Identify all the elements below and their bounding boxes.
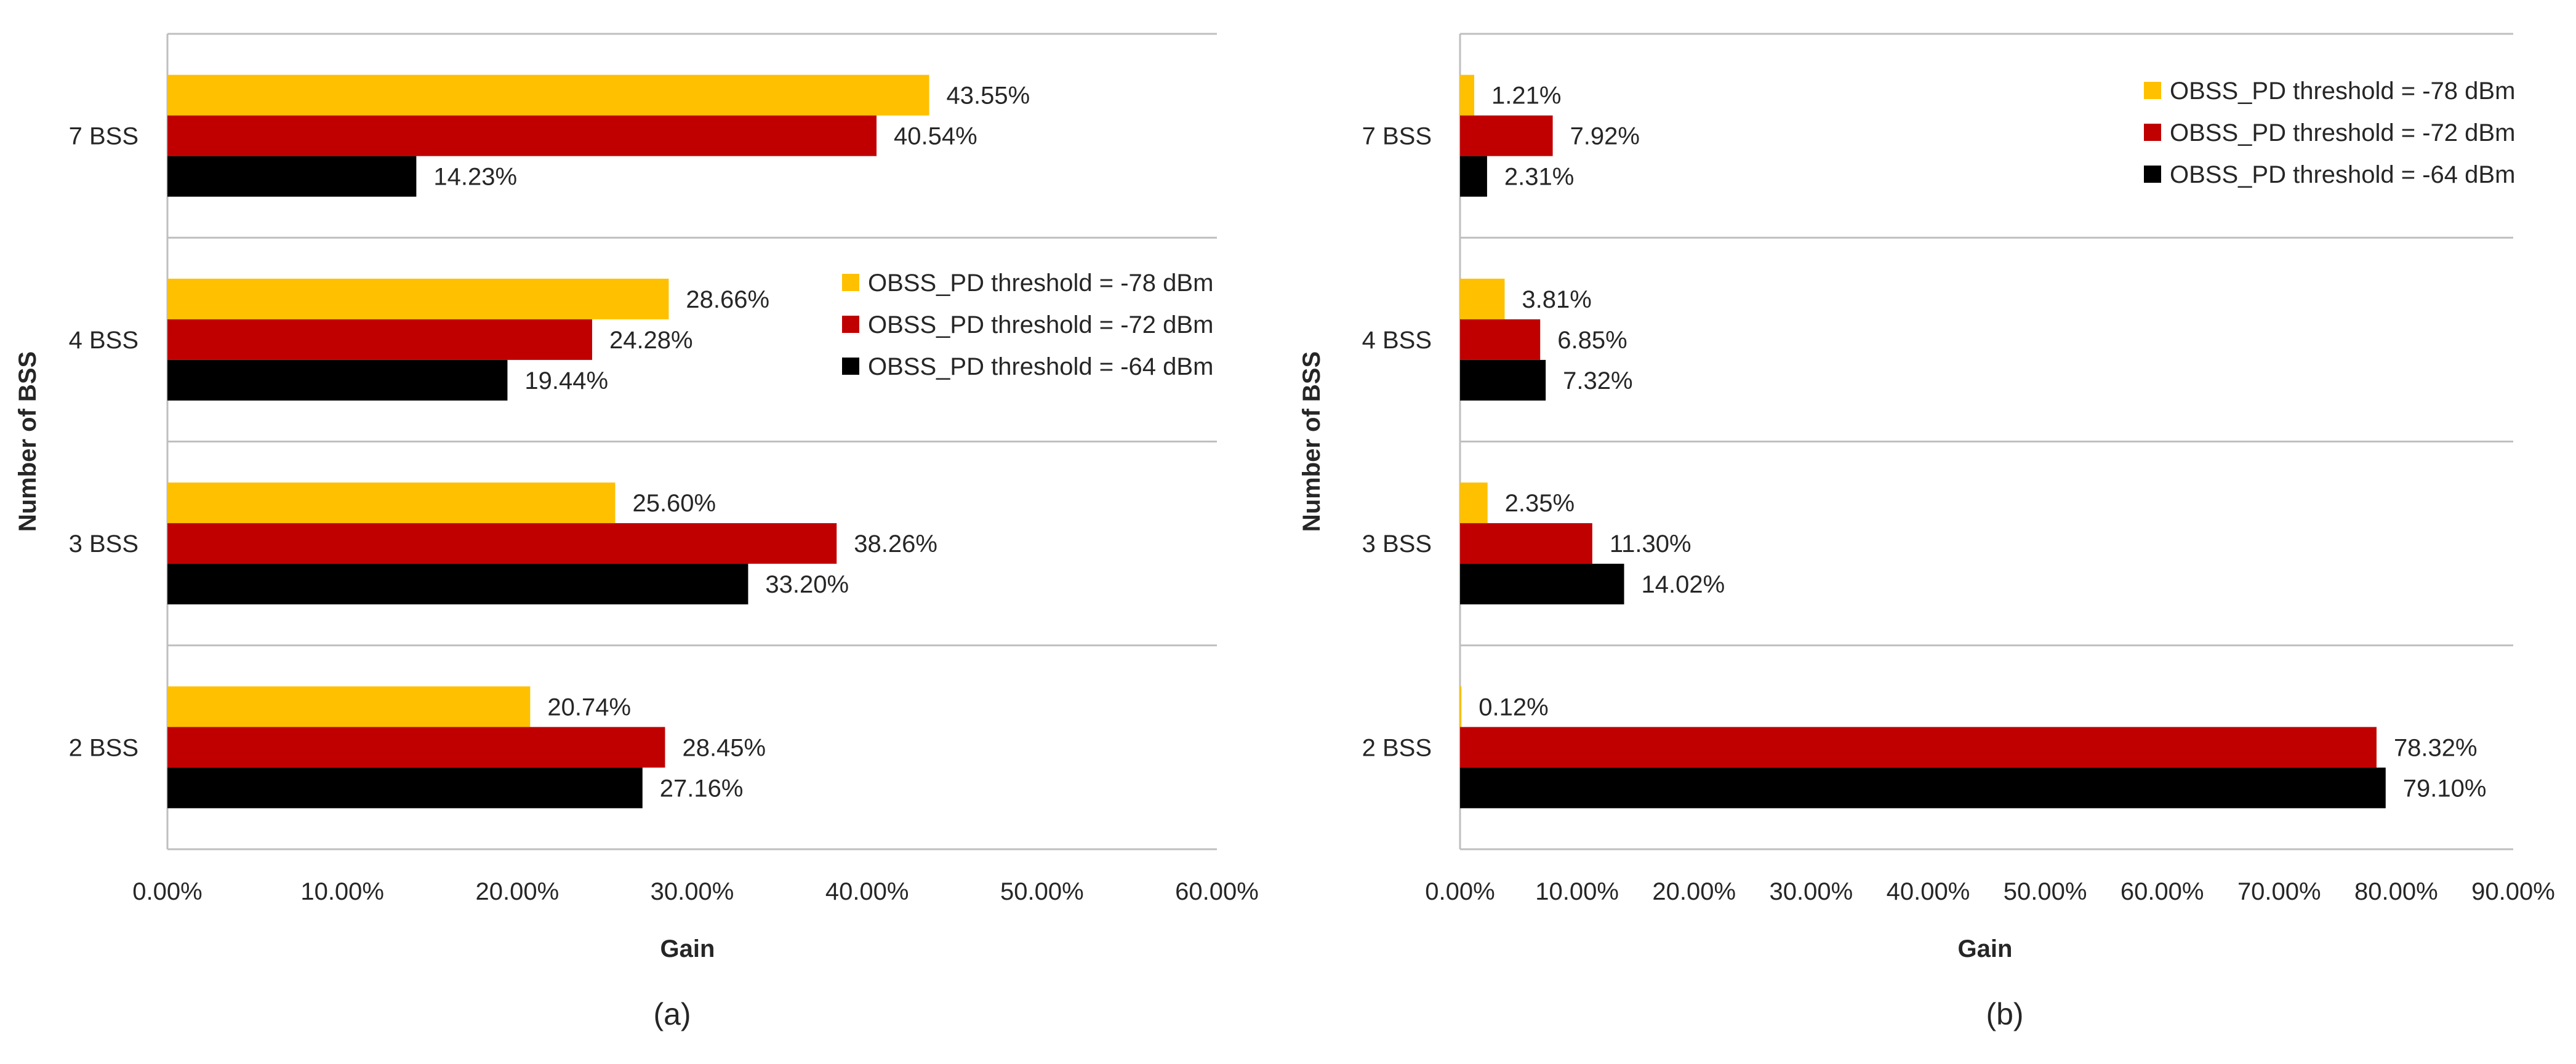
bar (167, 115, 877, 156)
legend-label: OBSS_PD threshold = -72 dBm (868, 311, 1213, 338)
data-label: 7.92% (1570, 123, 1640, 150)
category-label: 3 BSS (69, 530, 138, 558)
x-axis-title: Gain (1958, 935, 2013, 962)
data-label: 33.20% (765, 571, 849, 598)
data-label: 28.66% (686, 286, 769, 313)
data-label: 6.85% (1557, 327, 1627, 354)
panel-b-chart: 0.00% 10.00% 20.00% 30.00% 40.00% 50.00% 60.00… (1298, 33, 2555, 1031)
panel-label: (a) (653, 997, 691, 1031)
category-label: 4 BSS (1362, 327, 1432, 354)
legend-label: OBSS_PD threshold = -64 dBm (868, 353, 1213, 380)
category-label: 7 BSS (69, 123, 138, 150)
data-label: 28.45% (682, 734, 766, 761)
legend: OBSS_PD threshold = -78 dBm OBSS_PD thres… (2144, 78, 2515, 188)
legend-label: OBSS_PD threshold = -78 dBm (868, 270, 1213, 297)
x-tick-label: 60.00% (2121, 878, 2204, 905)
bar (167, 727, 665, 768)
bar (1460, 74, 1475, 116)
legend-swatch (842, 358, 859, 375)
legend-label: OBSS_PD threshold = -64 dBm (2170, 161, 2515, 188)
legend-swatch (2144, 82, 2161, 99)
category-label: 2 BSS (69, 734, 138, 761)
panel-label: (b) (1986, 997, 2023, 1031)
panel-a-chart: 0.00% 10.00% 20.00% 30.00% 40.00% 50.00% 60.00… (14, 33, 1259, 1031)
bar (1460, 156, 1487, 197)
bar (167, 359, 508, 401)
bar (1460, 278, 1505, 319)
legend-swatch (2144, 124, 2161, 141)
category-label: 3 BSS (1362, 530, 1432, 558)
x-tick-label: 40.00% (825, 878, 909, 905)
bar (167, 564, 748, 605)
data-label: 7.32% (1563, 367, 1632, 394)
legend-swatch (842, 274, 859, 291)
bar (1460, 767, 2386, 809)
x-tick-label: 30.00% (1769, 878, 1853, 905)
x-tick-label: 10.00% (1535, 878, 1619, 905)
x-tick-label: 10.00% (300, 878, 384, 905)
bar (1460, 727, 2377, 768)
data-label: 19.44% (524, 367, 608, 394)
category-label: 2 BSS (1362, 734, 1432, 761)
bar (167, 686, 531, 727)
y-axis-title: Number of BSS (1298, 351, 1325, 532)
bar (167, 156, 417, 197)
y-axis-title: Number of BSS (14, 351, 41, 532)
data-label: 24.28% (609, 327, 693, 354)
data-label: 78.32% (2394, 734, 2478, 761)
bar (167, 74, 929, 116)
x-tick-label: 60.00% (1175, 878, 1259, 905)
x-tick-label: 80.00% (2354, 878, 2438, 905)
legend-label: OBSS_PD threshold = -72 dBm (2170, 119, 2515, 146)
legend: OBSS_PD threshold = -78 dBm OBSS_PD thres… (842, 270, 1213, 380)
data-label: 2.35% (1505, 490, 1575, 517)
data-label: 27.16% (660, 775, 744, 802)
bar (1460, 359, 1546, 401)
x-tick-label: 20.00% (1652, 878, 1736, 905)
bar (167, 482, 616, 524)
x-tick-label: 50.00% (1000, 878, 1084, 905)
x-tick-label: 50.00% (2004, 878, 2087, 905)
bar (1460, 319, 1541, 360)
category-label: 7 BSS (1362, 123, 1432, 150)
bar (167, 319, 592, 360)
bar (1460, 115, 1553, 156)
data-label: 14.02% (1642, 571, 1725, 598)
bar (167, 767, 643, 809)
bar (1460, 482, 1488, 524)
bar (167, 523, 837, 564)
data-label: 0.12% (1479, 694, 1548, 721)
x-tick-label: 30.00% (651, 878, 734, 905)
x-axis-title: Gain (660, 935, 715, 962)
x-tick-label: 40.00% (1887, 878, 1970, 905)
x-tick-label: 20.00% (475, 878, 559, 905)
data-label: 38.26% (854, 530, 937, 558)
x-tick-label: 0.00% (1425, 878, 1495, 905)
data-label: 1.21% (1491, 82, 1561, 110)
x-tick-label: 90.00% (2471, 878, 2555, 905)
bar (167, 278, 669, 319)
x-tick-label: 0.00% (132, 878, 202, 905)
legend-label: OBSS_PD threshold = -78 dBm (2170, 78, 2515, 105)
data-label: 11.30% (1610, 530, 1691, 558)
data-label: 40.54% (894, 123, 977, 150)
bar (1460, 686, 1462, 727)
bar (1460, 523, 1592, 564)
data-label: 79.10% (2403, 775, 2487, 802)
category-label: 4 BSS (69, 327, 138, 354)
data-label: 2.31% (1504, 164, 1574, 191)
data-label: 3.81% (1522, 286, 1591, 313)
data-label: 14.23% (433, 164, 517, 191)
data-label: 25.60% (632, 490, 716, 517)
data-label: 20.74% (547, 694, 631, 721)
legend-swatch (842, 316, 859, 333)
x-tick-label: 70.00% (2237, 878, 2321, 905)
data-label: 43.55% (947, 82, 1030, 110)
bar (1460, 564, 1624, 605)
legend-swatch (2144, 166, 2161, 183)
